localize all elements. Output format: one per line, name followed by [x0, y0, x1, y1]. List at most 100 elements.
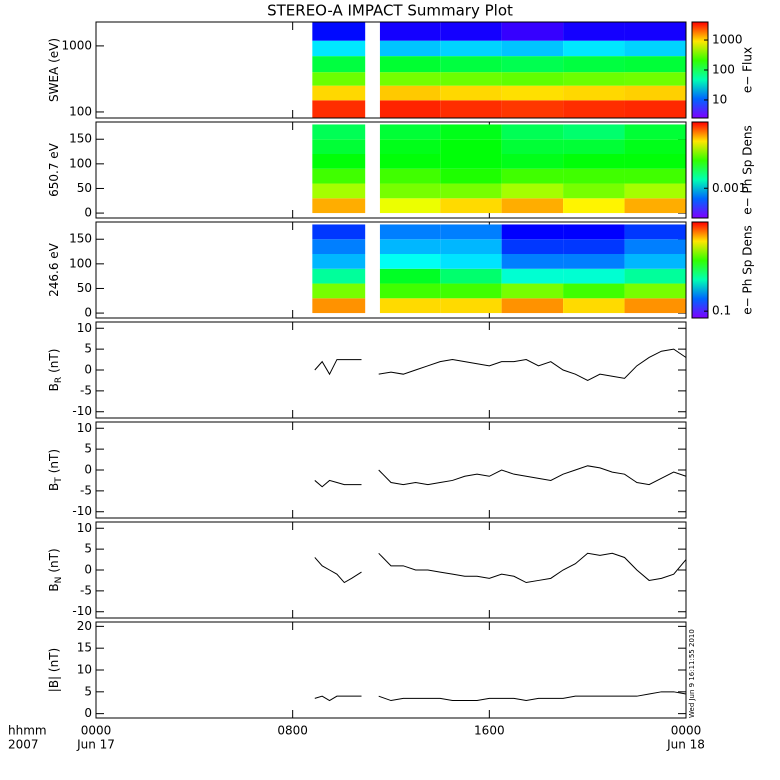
panel-frame	[95, 321, 687, 419]
heatmap-cell	[379, 168, 441, 184]
panel-frame	[95, 521, 687, 619]
heatmap-cell	[440, 268, 502, 284]
heatmap-cell	[440, 154, 502, 169]
heatmap-cell	[624, 56, 686, 73]
heatmap-cell	[312, 239, 366, 254]
y-label-unit: (nT)	[47, 548, 61, 572]
heatmap-cell	[563, 22, 625, 41]
heatmap-cell	[624, 72, 686, 86]
heatmap-cell	[624, 168, 686, 184]
heatmap-cell	[501, 298, 564, 314]
heatmap-cell	[563, 139, 625, 154]
x-tick-label: 1600	[474, 724, 505, 738]
heatmap-cell	[312, 85, 366, 101]
panel-frame	[95, 121, 687, 219]
y-tick-label: 0	[84, 463, 92, 477]
heatmap-cell	[379, 139, 441, 154]
heatmap-cell	[624, 224, 686, 240]
y-axis-label: 246.6 eV	[47, 242, 61, 297]
x-tick-label: 0800	[277, 724, 308, 738]
heatmap-cell	[440, 124, 502, 140]
y-label-main: |B| (nT)	[47, 648, 61, 692]
heatmap-cell	[312, 254, 366, 269]
heatmap-cell	[501, 168, 564, 184]
heatmap-cell	[440, 72, 502, 86]
data-line	[314, 552, 687, 584]
y-label-main: B	[47, 483, 61, 491]
colorbar	[691, 221, 709, 319]
heatmap-cell	[563, 254, 625, 269]
heatmap-cell	[440, 168, 502, 184]
heatmap-cell	[312, 268, 366, 284]
heatmap-cell	[624, 268, 686, 284]
heatmap-cell	[563, 40, 625, 57]
heatmap-cell	[501, 100, 564, 118]
heatmap-cell	[563, 224, 625, 240]
y-tick-label: 15	[77, 641, 92, 655]
heatmap-cell	[563, 298, 625, 314]
y-tick-label: 50	[77, 281, 92, 295]
y-tick-label: 0	[84, 306, 92, 320]
heatmap-cell	[379, 85, 441, 101]
heatmap-cell	[563, 183, 625, 199]
heatmap-cell	[312, 298, 366, 314]
year-label: 2007	[8, 738, 39, 752]
heatmap-cell	[440, 22, 502, 41]
y-tick-label: 100	[69, 256, 92, 270]
heatmap-cell	[624, 40, 686, 57]
heatmap-cell	[379, 22, 441, 41]
heatmap-cell	[501, 72, 564, 86]
colorbar-tick-label: 100	[712, 63, 735, 77]
panel-frame	[95, 21, 687, 119]
colorbar-tick-label: 10	[712, 92, 727, 106]
panel-frame	[95, 421, 687, 519]
heatmap-cell	[312, 139, 366, 154]
y-tick-label: 10	[77, 421, 92, 435]
y-tick-label: 10	[77, 321, 92, 335]
heatmap-cell	[563, 283, 625, 299]
heatmap-cell	[563, 124, 625, 140]
date-label: Jun 17	[76, 738, 115, 752]
data-line	[314, 348, 687, 381]
heatmap-cell	[501, 56, 564, 73]
y-axis-label: BR (nT)	[47, 349, 64, 392]
heatmap-cell	[501, 40, 564, 57]
unit-label: hhmm	[8, 724, 47, 738]
heatmap-cell	[312, 168, 366, 184]
heatmap-cell	[624, 154, 686, 169]
y-tick-label: -5	[80, 483, 92, 497]
colorbar	[691, 121, 709, 219]
heatmap-cell	[312, 183, 366, 199]
heatmap-cell	[312, 22, 366, 41]
x-tick-label: 0000	[81, 724, 112, 738]
heatmap-cell	[624, 124, 686, 140]
heatmap-cell	[501, 268, 564, 284]
heatmap-cell	[312, 56, 366, 73]
heatmap-cell	[624, 22, 686, 41]
heatmap-cell	[312, 283, 366, 299]
y-tick-label: 10	[77, 663, 92, 677]
heatmap-cell	[624, 139, 686, 154]
y-label-main: SWEA (eV)	[47, 38, 61, 102]
y-axis-label: |B| (nT)	[47, 648, 61, 692]
y-tick-label: 5	[84, 542, 92, 556]
heatmap-cell	[563, 198, 625, 214]
heatmap-cell	[379, 224, 441, 240]
heatmap-cell	[501, 124, 564, 140]
heatmap-cell	[312, 154, 366, 169]
y-label-sub: R	[54, 377, 64, 383]
heatmap-cell	[563, 56, 625, 73]
plot-title: STEREO-A IMPACT Summary Plot	[267, 2, 513, 20]
panel-frame	[95, 621, 687, 719]
heatmap-cell	[440, 56, 502, 73]
heatmap-cell	[501, 183, 564, 199]
heatmap-cell	[563, 72, 625, 86]
heatmap-cell	[624, 254, 686, 269]
heatmap-cell	[624, 198, 686, 214]
y-tick-label: 0	[84, 563, 92, 577]
data-line	[314, 465, 687, 488]
x-tick-label: 0000	[671, 724, 702, 738]
y-label-main: B	[47, 583, 61, 591]
heatmap-cell	[563, 154, 625, 169]
